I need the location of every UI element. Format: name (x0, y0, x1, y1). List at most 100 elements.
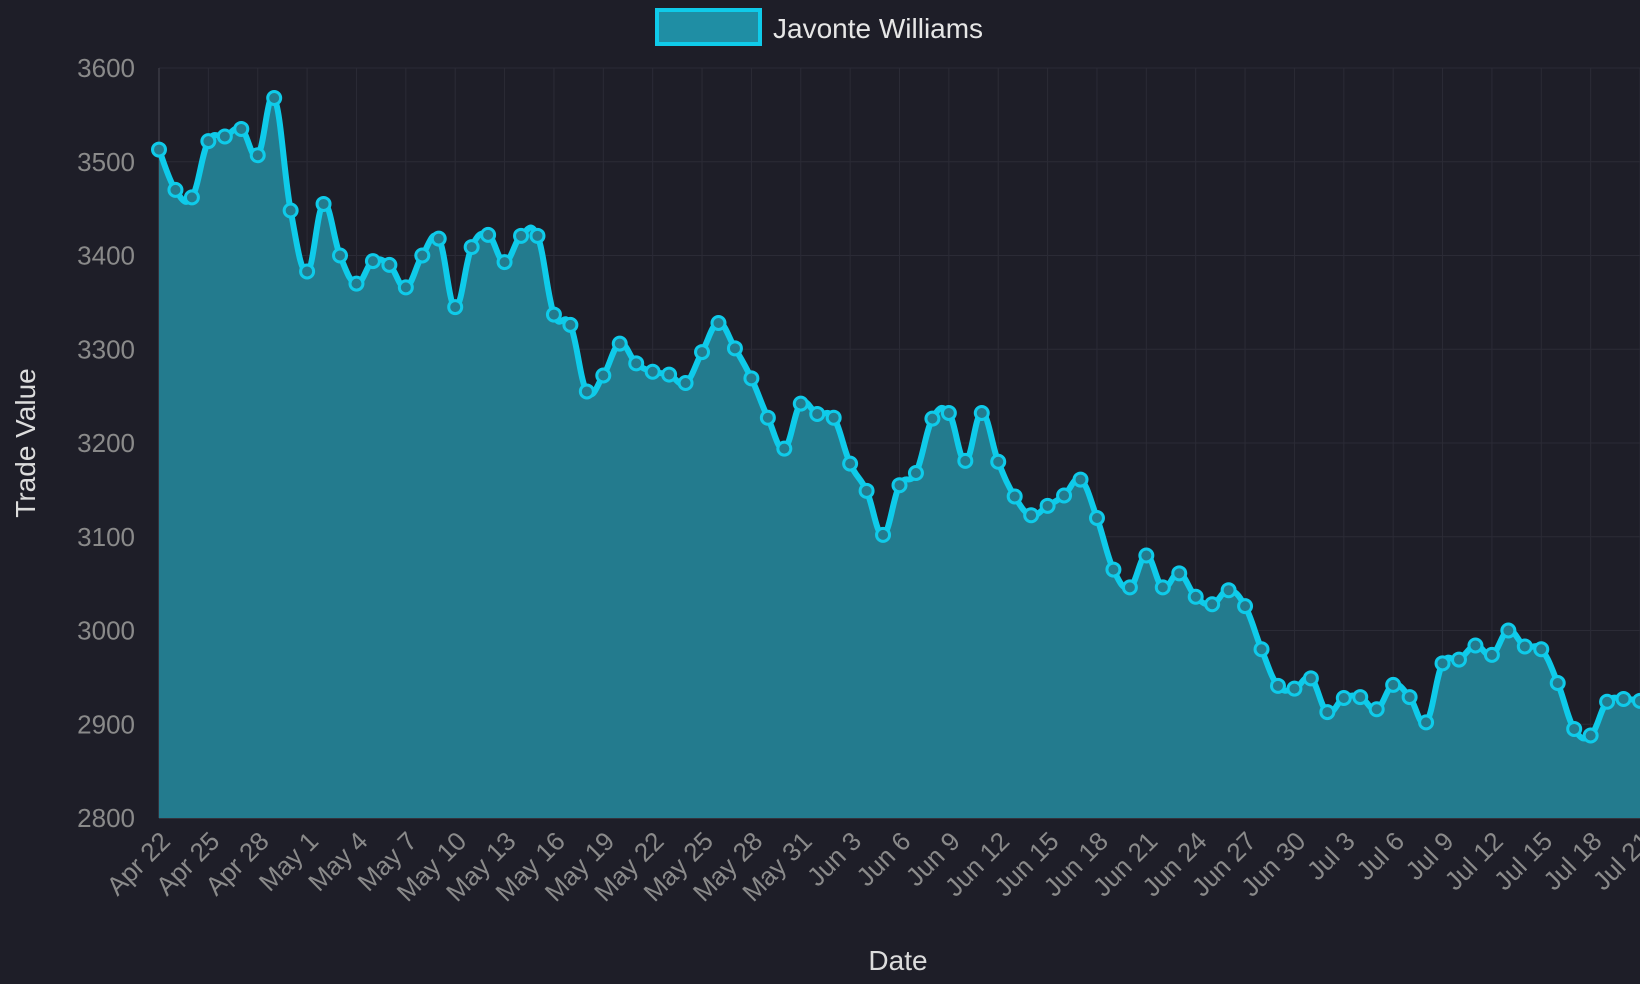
data-point[interactable] (677, 375, 694, 391)
data-point[interactable] (661, 366, 678, 383)
data-point[interactable] (809, 405, 826, 422)
data-point[interactable] (1039, 497, 1056, 514)
y-axis-ticks: 2800 2900 3000 3100 3200 3300 3400 3500 3600 (77, 53, 135, 833)
data-point[interactable] (1401, 689, 1418, 706)
data-point[interactable] (1220, 582, 1237, 599)
data-point[interactable] (381, 256, 398, 273)
data-point[interactable] (1549, 675, 1566, 691)
data-point[interactable] (1516, 638, 1533, 655)
data-point[interactable] (513, 227, 530, 244)
data-point[interactable] (1599, 693, 1616, 710)
data-point[interactable] (545, 306, 562, 323)
data-point[interactable] (628, 355, 645, 372)
x-axis-title: Date (868, 945, 927, 976)
data-point[interactable] (875, 526, 892, 543)
data-point[interactable] (1632, 692, 1640, 709)
data-point[interactable] (842, 455, 859, 472)
data-point[interactable] (858, 482, 875, 499)
data-point[interactable] (282, 202, 299, 219)
data-point[interactable] (973, 405, 990, 421)
data-point[interactable] (315, 195, 332, 212)
data-point[interactable] (233, 120, 250, 137)
data-point[interactable] (1467, 637, 1484, 654)
data-point[interactable] (1566, 720, 1583, 737)
data-point[interactable] (990, 453, 1007, 470)
data-point[interactable] (364, 253, 381, 270)
data-point[interactable] (1006, 488, 1023, 505)
data-point[interactable] (940, 405, 957, 421)
data-point[interactable] (414, 247, 431, 264)
data-point[interactable] (1319, 704, 1336, 721)
data-point[interactable] (249, 147, 266, 164)
data-point[interactable] (1450, 651, 1467, 668)
data-point[interactable] (694, 344, 711, 361)
data-point[interactable] (200, 133, 217, 150)
data-point[interactable] (447, 299, 464, 316)
data-point[interactable] (759, 409, 776, 426)
data-point[interactable] (266, 90, 283, 106)
data-point[interactable] (1171, 565, 1188, 582)
data-point[interactable] (957, 452, 974, 469)
data-point[interactable] (1138, 547, 1155, 564)
data-point[interactable] (1335, 690, 1352, 706)
data-point[interactable] (1023, 507, 1040, 524)
data-point[interactable] (151, 141, 167, 158)
data-point[interactable] (578, 383, 595, 400)
data-point[interactable] (183, 189, 200, 206)
legend-swatch[interactable] (655, 8, 762, 46)
data-point[interactable] (1352, 689, 1369, 706)
y-tick-label: 3300 (77, 334, 135, 364)
data-point[interactable] (1434, 655, 1451, 672)
data-point[interactable] (299, 263, 316, 280)
data-point[interactable] (348, 275, 365, 292)
data-point[interactable] (1187, 588, 1204, 605)
data-point[interactable] (480, 226, 497, 243)
data-point[interactable] (397, 279, 414, 296)
data-point[interactable] (1105, 561, 1122, 578)
data-point[interactable] (167, 181, 184, 198)
data-point[interactable] (743, 370, 760, 387)
data-point[interactable] (1056, 487, 1073, 504)
data-point[interactable] (1483, 646, 1500, 663)
data-point[interactable] (644, 363, 661, 380)
y-tick-label: 3500 (77, 147, 135, 177)
data-point[interactable] (1582, 727, 1599, 744)
legend-label[interactable]: Javonte Williams (773, 13, 983, 44)
data-point[interactable] (726, 340, 743, 357)
data-point[interactable] (1615, 690, 1632, 707)
data-point[interactable] (1121, 579, 1138, 596)
y-tick-label: 3600 (77, 53, 135, 83)
data-point[interactable] (1418, 714, 1435, 731)
data-point[interactable] (496, 254, 513, 271)
data-point[interactable] (1253, 641, 1270, 658)
data-point[interactable] (595, 367, 612, 384)
data-point[interactable] (1237, 598, 1254, 615)
data-point[interactable] (907, 465, 924, 481)
data-point[interactable] (562, 316, 579, 333)
data-point[interactable] (924, 410, 941, 427)
data-point[interactable] (891, 477, 908, 494)
data-point[interactable] (1154, 579, 1171, 596)
data-point[interactable] (1385, 676, 1402, 693)
data-point[interactable] (611, 335, 628, 352)
y-axis-title: Trade Value (10, 368, 41, 517)
legend[interactable]: Javonte Williams (655, 8, 983, 46)
data-point[interactable] (792, 395, 809, 412)
data-point[interactable] (1533, 641, 1550, 658)
data-point[interactable] (332, 247, 349, 264)
data-point[interactable] (1204, 596, 1221, 613)
data-point[interactable] (1500, 622, 1517, 639)
data-point[interactable] (825, 409, 842, 426)
data-point[interactable] (1269, 677, 1286, 694)
data-point[interactable] (1302, 670, 1319, 687)
data-point[interactable] (1072, 471, 1089, 488)
data-point[interactable] (463, 239, 480, 256)
data-point[interactable] (529, 227, 546, 244)
data-point[interactable] (776, 440, 793, 457)
data-point[interactable] (216, 128, 233, 145)
data-point[interactable] (1088, 510, 1105, 526)
data-point[interactable] (430, 230, 447, 247)
data-point[interactable] (1368, 701, 1385, 718)
data-point[interactable] (1286, 680, 1303, 697)
data-point[interactable] (710, 315, 727, 331)
